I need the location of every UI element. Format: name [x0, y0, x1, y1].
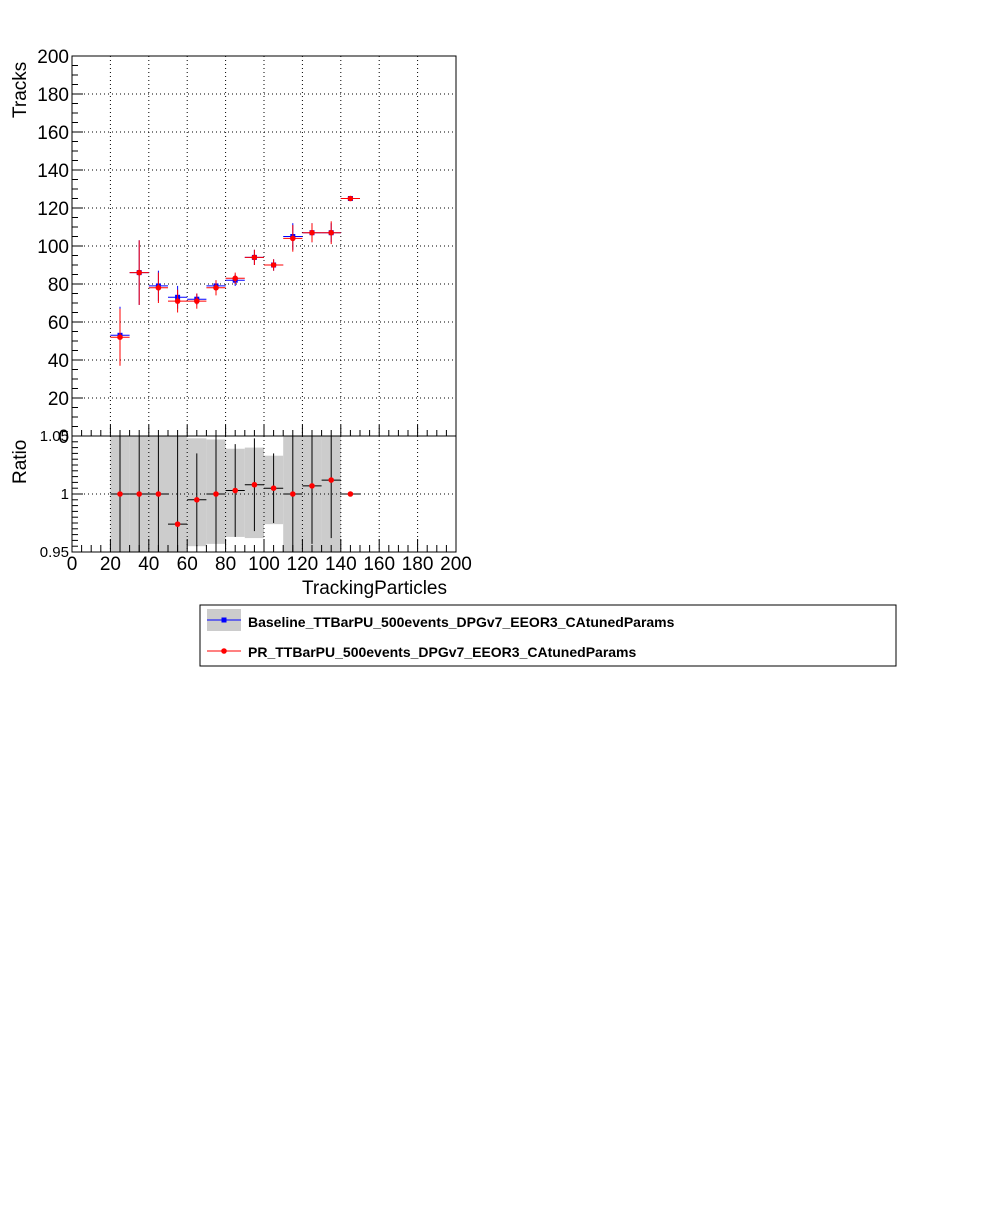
- pr-point: [174, 298, 181, 304]
- ratio-point: [270, 485, 277, 492]
- x-tick-label: 80: [215, 554, 236, 575]
- top-y-tick-label: 100: [37, 237, 69, 258]
- ratio-data-points: [110, 436, 360, 552]
- top-y-tick-label: 160: [37, 123, 69, 144]
- legend-baseline-label: Baseline_TTBarPU_500events_DPGv7_EEOR3_C…: [248, 614, 675, 630]
- legend: Baseline_TTBarPU_500events_DPGv7_EEOR3_C…: [199, 604, 897, 667]
- legend-box: [199, 604, 897, 667]
- pr-point: [232, 275, 238, 282]
- x-tick-label: 40: [138, 554, 159, 575]
- top-y-tick-label: 180: [37, 85, 69, 106]
- top-y-tick-label: 120: [37, 199, 69, 220]
- ratio-plot-border: [71, 435, 457, 553]
- ratio-point: [213, 491, 219, 497]
- x-tick-label: 20: [100, 554, 121, 575]
- pr-point: [117, 334, 123, 341]
- top-y-tick-label: 200: [37, 47, 69, 68]
- x-tick-label: 180: [402, 554, 434, 575]
- ratio-point: [136, 491, 142, 497]
- legend-pr-marker: [221, 648, 227, 654]
- top-y-tick-label: 80: [48, 275, 69, 296]
- ratio-point: [174, 521, 181, 527]
- top-grid: [72, 56, 456, 436]
- ratio-y-tick-label: 1.05: [40, 428, 69, 445]
- x-tick-label: 0: [67, 554, 78, 575]
- ratio-uncertainty-band: [110, 436, 341, 552]
- top-y-tick-label: 0: [58, 427, 69, 448]
- pr-point: [194, 298, 200, 304]
- top-y-tick-label: 60: [48, 313, 69, 334]
- ratio-point: [309, 483, 315, 489]
- ratio-y-tick-label: 0.95: [40, 544, 69, 561]
- legend-entry-pr: PR_TTBarPU_500events_DPGv7_EEOR3_CAtuned…: [207, 644, 636, 660]
- pr-point: [309, 229, 315, 236]
- pr-point: [213, 285, 219, 291]
- legend-baseline-marker: [221, 617, 227, 623]
- x-tick-label: 100: [248, 554, 280, 575]
- ratio-y-axis-title: Ratio: [10, 440, 31, 484]
- x-tick-label: 200: [440, 554, 472, 575]
- pr-point: [136, 269, 142, 276]
- ratio-point: [251, 481, 258, 488]
- ratio-point: [328, 477, 335, 483]
- top-y-tick-label: 20: [48, 389, 69, 410]
- top-axis-ticks: 0 20 40 60 80 100 120 140 160 180 200: [37, 47, 457, 448]
- top-data-points: [110, 195, 360, 366]
- ratio-point: [194, 497, 200, 503]
- ratio-point: [117, 491, 123, 497]
- x-tick-label: 120: [287, 554, 319, 575]
- top-y-tick-label: 40: [48, 351, 69, 372]
- pr-point: [347, 195, 354, 202]
- top-y-tick-label: 140: [37, 161, 69, 182]
- legend-entry-baseline: Baseline_TTBarPU_500events_DPGv7_EEOR3_C…: [207, 609, 675, 631]
- top-y-axis-title: Tracks: [10, 62, 31, 118]
- ratio-point: [155, 491, 162, 497]
- pr-point: [290, 235, 296, 242]
- x-axis-title: TrackingParticles: [302, 578, 447, 599]
- x-tick-label: 140: [325, 554, 357, 575]
- ratio-y-tick-label: 1: [61, 486, 69, 503]
- pr-point: [328, 229, 335, 236]
- top-panel: 0 20 40 60 80 100 120 140 160 180 200 Tracks: [10, 47, 457, 448]
- ratio-point: [232, 487, 238, 494]
- x-tick-label: 160: [363, 554, 395, 575]
- pr-point: [251, 254, 258, 261]
- legend-pr-label: PR_TTBarPU_500events_DPGv7_EEOR3_CAtuned…: [248, 644, 636, 660]
- ratio-point: [347, 491, 354, 497]
- x-tick-label: 60: [177, 554, 198, 575]
- ratio-point: [290, 491, 296, 497]
- pr-point: [270, 262, 277, 268]
- pr-point: [155, 285, 162, 291]
